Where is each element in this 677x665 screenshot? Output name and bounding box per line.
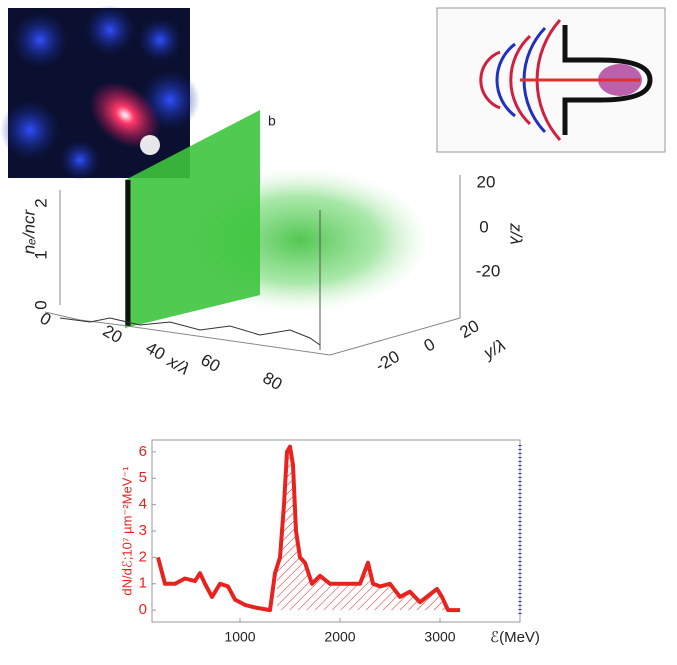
x-tick-label: 80 — [260, 368, 286, 394]
v-tick-label: 0 — [31, 300, 50, 309]
y-tick-label: 6 — [139, 443, 147, 460]
y-tick-label: 2 — [139, 548, 147, 565]
axis-label: nₑ/ncr — [19, 208, 38, 254]
y-tick-label: 4 — [139, 496, 147, 513]
laser-plane — [125, 110, 260, 328]
x-tick-label: 60 — [198, 350, 224, 376]
y-tick-label: 0 — [421, 335, 439, 356]
axis-frame — [44, 311, 461, 356]
hatched-area — [277, 446, 447, 611]
panel-label: b — [268, 113, 276, 129]
axis-label: x/λ — [164, 351, 193, 379]
x-tick-label: 0 — [37, 309, 55, 330]
y-tick-label: 20 — [457, 316, 483, 342]
spectrum-line — [156, 444, 460, 613]
x-tick-label: 2000 — [324, 629, 355, 645]
y-tick-label: 0 — [139, 601, 147, 618]
axis-label: y/λ — [480, 335, 509, 363]
x-tick-label: 40 — [143, 338, 169, 364]
v-tick-label: 1 — [31, 250, 50, 259]
microscopy-image — [0, 5, 200, 180]
v-tick-label: 2 — [31, 198, 50, 207]
y-tick-label: 3 — [139, 522, 147, 539]
simulation-image — [436, 7, 666, 153]
z-tick-label: -20 — [476, 261, 501, 280]
y-tick-label: -20 — [372, 347, 403, 376]
y-axis-label: dN/dℰ;10⁷ µm⁻²MeV⁻¹ — [119, 466, 134, 596]
z-tick-label: 20 — [477, 172, 496, 191]
axis-label: z/λ — [507, 222, 526, 245]
density-profile — [59, 317, 321, 346]
y-tick-label: 5 — [139, 469, 147, 486]
y-tick-label: 1 — [139, 575, 147, 592]
x-axis-label: ℰ(MeV) — [490, 629, 540, 646]
x-tick-label: 3000 — [424, 629, 455, 645]
x-tick-label: 1000 — [224, 629, 255, 645]
z-tick-label: 0 — [479, 217, 488, 236]
